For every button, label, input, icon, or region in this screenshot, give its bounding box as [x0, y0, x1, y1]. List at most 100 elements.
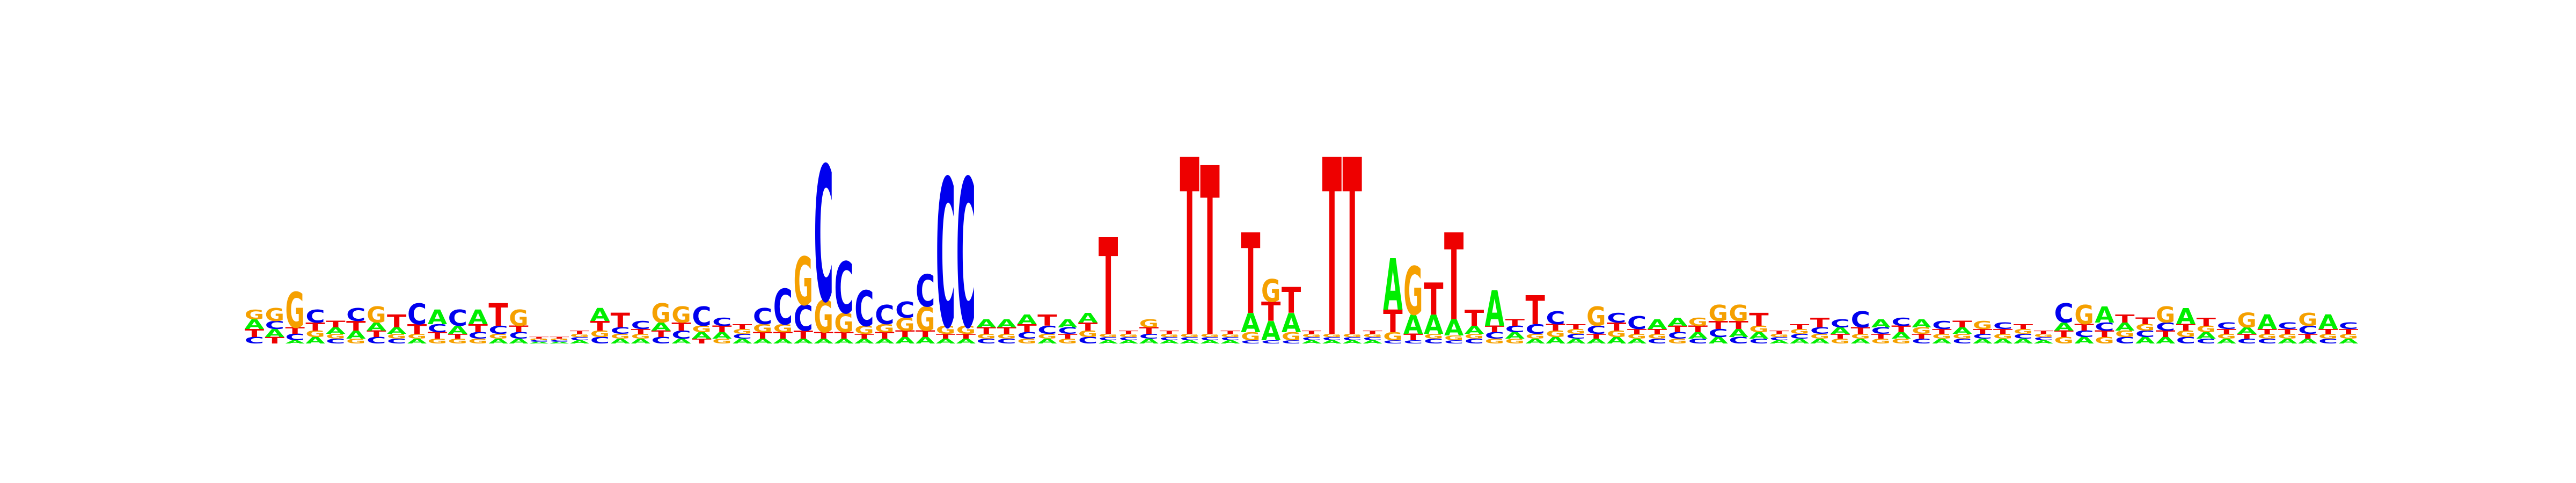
logo-letter-A: A: [1302, 339, 1321, 345]
logo-letter-T: T: [1099, 211, 1118, 366]
logo-letter-A: A: [590, 304, 610, 325]
logo-letter-C: C: [1343, 336, 1362, 341]
logo-letter-A: A: [1769, 339, 1789, 345]
logo-letter-T: T: [895, 329, 914, 339]
logo-letter-A: A: [488, 338, 508, 345]
logo-letter-T: T: [590, 318, 610, 334]
logo-letter-C: C: [956, 137, 976, 374]
logo-letter-C: C: [286, 332, 305, 342]
logo-letter-C: C: [1200, 336, 1219, 341]
logo-letter-C: C: [265, 319, 284, 332]
logo-letter-G: G: [712, 338, 731, 345]
logo-letter-C: C: [1831, 317, 1850, 330]
logo-letter-C: C: [2135, 329, 2155, 339]
logo-letter-G: G: [2339, 333, 2358, 340]
logo-letter-T: T: [1017, 322, 1037, 335]
logo-letter-A: A: [2237, 326, 2257, 336]
logo-letter-A: A: [1546, 335, 1565, 346]
logo-letter-G: G: [814, 291, 833, 343]
logo-letter-T: T: [2014, 323, 2033, 331]
logo-letter-G: G: [326, 333, 345, 340]
logo-letter-C: C: [1891, 316, 1911, 328]
logo-letter-G: G: [2257, 333, 2277, 340]
logo-letter-A: A: [977, 317, 996, 330]
logo-letter-T: T: [2156, 329, 2175, 339]
logo-letter-C: C: [1119, 336, 1138, 341]
logo-letter-C: C: [1261, 340, 1280, 345]
logo-letter-G: G: [1444, 334, 1463, 342]
logo-letter-A: A: [1790, 338, 1810, 345]
logo-letter-A: A: [814, 338, 834, 345]
logo-letter-A: A: [2176, 304, 2196, 330]
logo-letter-A: A: [1993, 338, 2013, 345]
logo-letter-C: C: [936, 137, 955, 374]
logo-letter-C: C: [367, 335, 386, 346]
logo-letter-C: C: [977, 337, 996, 345]
logo-letter-C: C: [895, 297, 914, 323]
logo-letter-G: G: [895, 314, 914, 335]
logo-letter-G: G: [1261, 273, 1280, 309]
logo-letter-T: T: [448, 333, 468, 340]
logo-letter-T: T: [1810, 315, 1830, 331]
logo-letter-G: G: [1058, 338, 1077, 345]
logo-letter-T: T: [1749, 310, 1768, 330]
logo-letter-C: C: [2318, 337, 2338, 345]
logo-letter-G: G: [286, 282, 305, 339]
logo-letter-T: T: [753, 331, 772, 341]
logo-letter-T: T: [1220, 330, 1240, 334]
logo-letter-G: G: [2197, 324, 2216, 334]
logo-letter-T: T: [2034, 330, 2053, 334]
logo-letter-A: A: [2014, 338, 2033, 345]
logo-letter-A: A: [1465, 324, 1484, 336]
logo-letter-T: T: [977, 326, 996, 336]
logo-letter-G: G: [2278, 333, 2297, 340]
logo-letter-G: G: [1302, 333, 1321, 338]
logo-letter-C: C: [671, 328, 691, 341]
logo-letter-C: C: [428, 322, 447, 335]
logo-letter-G: G: [1220, 333, 1240, 338]
logo-letter-G: G: [2014, 328, 2033, 335]
logo-letter-C: C: [468, 331, 487, 341]
logo-letter-G: G: [1241, 331, 1260, 343]
logo-letter-T: T: [773, 331, 793, 341]
logo-letter-T: T: [1729, 319, 1748, 332]
logo-letter-A: A: [1424, 310, 1444, 340]
logo-letter-C: C: [997, 337, 1016, 345]
logo-letter-A: A: [1566, 338, 1586, 345]
logo-letter-T: T: [712, 324, 731, 334]
logo-letter-T: T: [1851, 326, 1870, 336]
logo-letter-G: G: [1037, 333, 1057, 340]
logo-letter-G: G: [2074, 300, 2094, 331]
logo-letter-C: C: [1952, 337, 1972, 345]
logo-letter-G: G: [1607, 329, 1626, 339]
logo-letter-T: T: [936, 333, 956, 340]
logo-letter-C: C: [1546, 308, 1565, 328]
logo-letter-T: T: [1139, 326, 1159, 336]
logo-letter-G: G: [1424, 333, 1443, 340]
logo-letter-G: G: [1912, 326, 1931, 336]
logo-letter-T: T: [1403, 332, 1423, 342]
logo-letter-G: G: [1648, 333, 1667, 340]
logo-letter-C: C: [712, 316, 731, 328]
logo-letter-C: C: [1708, 327, 1728, 340]
